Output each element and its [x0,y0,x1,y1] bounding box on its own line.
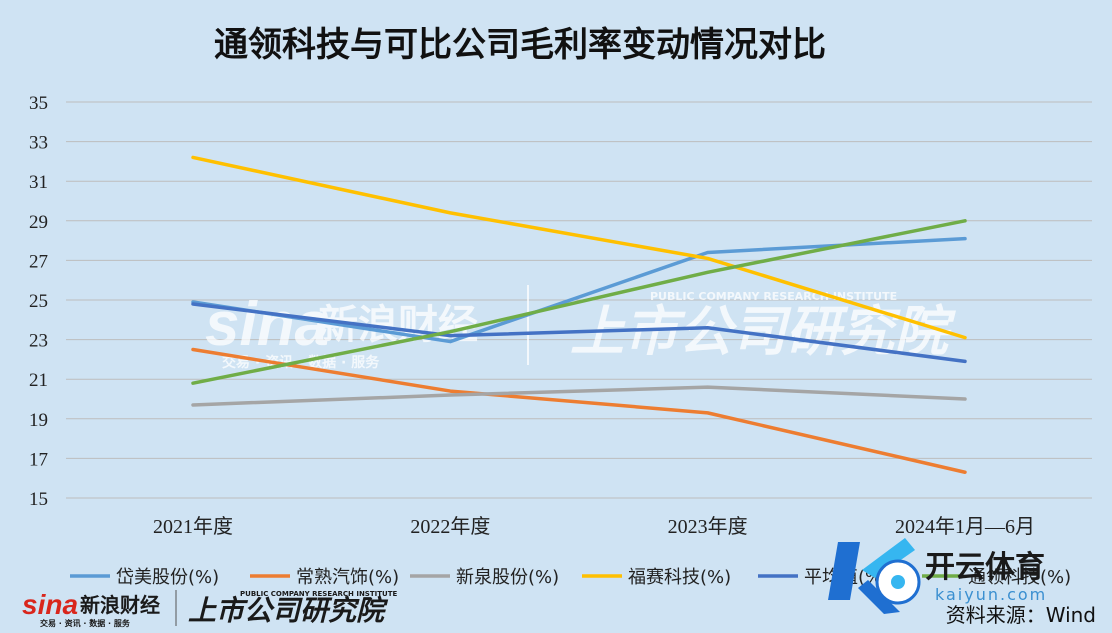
y-tick-label: 21 [29,370,48,391]
legend: 岱美股份(%)常熟汽饰(%)新泉股份(%)福赛科技(%)平均值(%)通领科技(%… [70,567,1071,588]
series-line-1 [191,347,967,475]
series-lines [191,155,967,475]
y-tick-label: 15 [29,489,48,510]
kaiyun-logo: 开云体育 kaiyun.com [828,538,1047,614]
watermark-sina: sina [205,290,329,359]
x-tick-label: 2024年1月—6月 [895,515,1035,538]
series-line-4 [191,302,967,364]
legend-label: 通领科技(%) [968,567,1071,588]
series-line-5 [191,219,967,385]
bottom-sina-cn: 新浪财经 [80,593,160,617]
source-note: 资料来源：Wind [946,603,1096,627]
bottom-sina-sub: 交易 · 资讯 · 数据 · 服务 [40,618,131,628]
series-line-2 [191,385,967,407]
kaiyun-k-icon [828,538,921,614]
legend-label: 福赛科技(%) [628,567,731,588]
kaiyun-domain: kaiyun.com [935,585,1047,604]
y-tick-label: 33 [29,133,48,154]
legend-label: 岱美股份(%) [116,567,219,588]
watermark-research-en: PUBLIC COMPANY RESEARCH INSTITUTE [650,290,897,303]
y-axis-ticks: 15 17 19 21 23 25 27 29 31 33 35 [29,93,48,510]
y-tick-label: 29 [29,212,48,233]
kaiyun-name: 开云体育 [925,550,1045,585]
grid-lines [66,101,1092,499]
y-tick-label: 17 [29,449,48,470]
bottom-sina: sina [22,589,78,620]
bottom-research-en: PUBLIC COMPANY RESEARCH INSTITUTE [240,590,397,598]
legend-label: 常熟汽饰(%) [296,567,399,588]
x-tick-label: 2021年度 [153,515,233,538]
y-tick-label: 27 [29,251,48,272]
bottom-watermark: sina 新浪财经 交易 · 资讯 · 数据 · 服务 上市公司研究院 PUBL… [22,589,397,628]
x-tick-label: 2023年度 [668,515,748,538]
x-axis-ticks: 2021年度 2022年度 2023年度 2024年1月—6月 [153,515,1035,538]
bottom-research: 上市公司研究院 [188,594,389,627]
y-tick-label: 25 [29,291,48,312]
series-line-3 [191,155,967,340]
x-tick-label: 2022年度 [410,515,490,538]
y-tick-label: 31 [29,172,48,193]
y-tick-label: 19 [29,410,48,431]
y-tick-label: 35 [29,93,48,114]
legend-label: 新泉股份(%) [456,567,559,588]
y-tick-label: 23 [29,331,48,352]
chart-title: 通领科技与可比公司毛利率变动情况对比 [214,25,826,65]
